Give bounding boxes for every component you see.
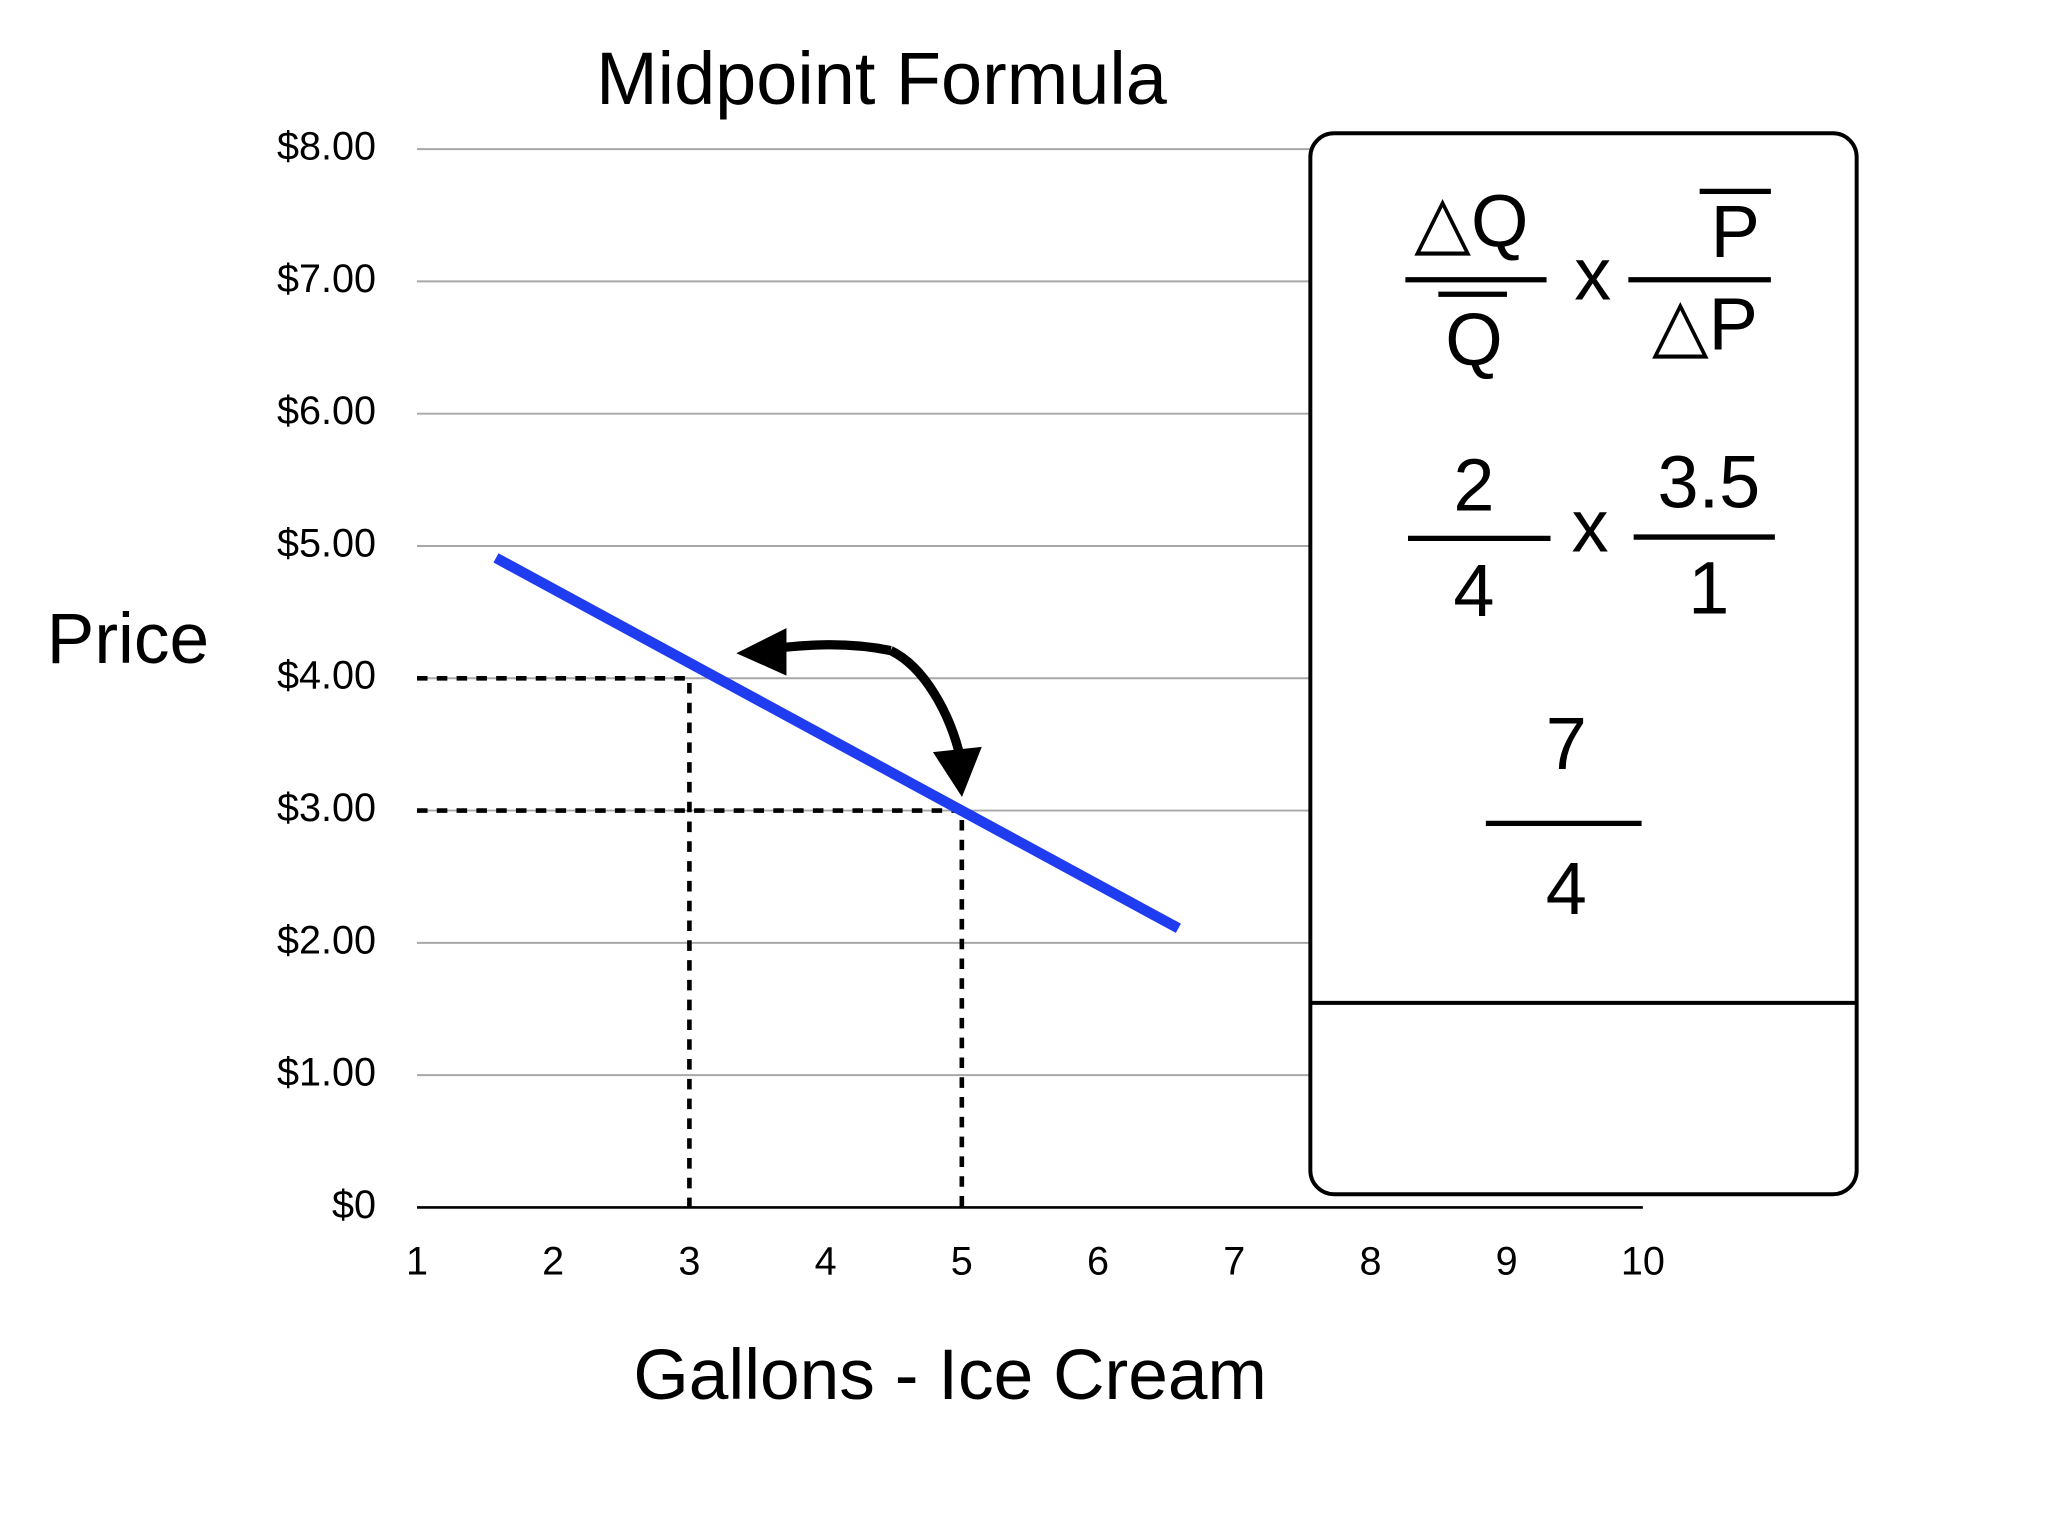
line-series (493, 553, 1181, 933)
formula-text: P (1711, 190, 1760, 273)
arrow-curve (888, 646, 966, 760)
arrow-curve (778, 640, 892, 656)
y-tick-label: $0 (332, 1183, 376, 1227)
y-tick-label: $3.00 (277, 786, 376, 830)
x-tick-label: 4 (815, 1240, 837, 1284)
formula-text: x (1574, 232, 1611, 315)
x-axis-label: Gallons - Ice Cream (633, 1335, 1267, 1415)
chart-title: Midpoint Formula (596, 37, 1168, 120)
arrow-head (736, 628, 787, 676)
formula-text: x (1572, 484, 1609, 567)
formula-text: 2 (1453, 443, 1494, 526)
x-tick-label: 1 (406, 1240, 428, 1284)
x-tick-label: 6 (1087, 1240, 1109, 1284)
y-tick-label: $6.00 (277, 389, 376, 433)
formula-text: 4 (1546, 847, 1587, 930)
x-tick-label: 2 (542, 1240, 564, 1284)
formula-text: 4 (1453, 549, 1494, 632)
x-tick-label: 8 (1359, 1240, 1381, 1284)
y-tick-label: $7.00 (277, 257, 376, 301)
y-axis-label: Price (47, 599, 209, 679)
formula-text: 3.5 (1658, 441, 1761, 524)
y-tick-label: $1.00 (277, 1051, 376, 1095)
x-tick-label: 5 (951, 1240, 973, 1284)
formula-text: 1 (1688, 546, 1729, 629)
x-tick-label: 9 (1496, 1240, 1518, 1284)
arrow-head (932, 746, 982, 798)
plot (416, 553, 1181, 1208)
x-tick-label: 7 (1223, 1240, 1245, 1284)
box (1308, 131, 1859, 1197)
y-tick-label: $5.00 (277, 521, 376, 565)
formula-box: △Q Q x P △P 2 4 x 3.5 1 7 4 (1308, 131, 1859, 1197)
formula-text: △Q (1414, 179, 1528, 262)
formula-text: 7 (1546, 702, 1587, 785)
x-tick-label: 3 (678, 1240, 700, 1284)
y-tick-label: $2.00 (277, 918, 376, 962)
x-tick-label: 10 (1621, 1240, 1665, 1284)
formula-text: Q (1445, 298, 1502, 381)
y-tick-label: $4.00 (277, 654, 376, 698)
formula-text: △P (1652, 282, 1758, 365)
y-tick-label: $8.00 (277, 125, 376, 169)
